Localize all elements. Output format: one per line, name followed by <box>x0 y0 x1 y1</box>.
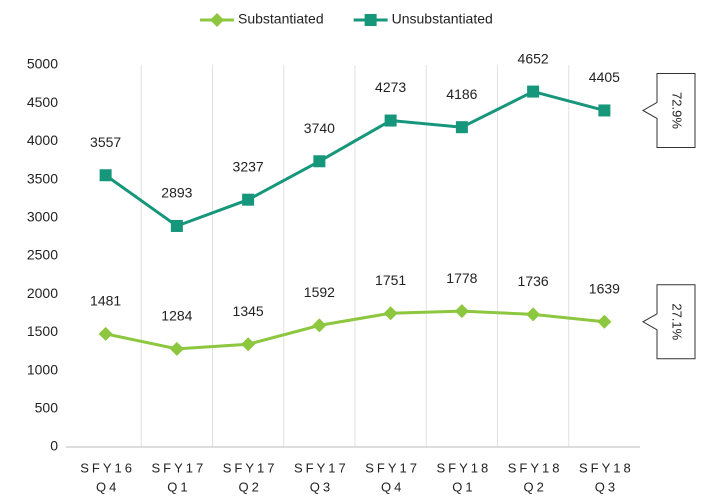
y-tick-label: 4500 <box>27 94 58 110</box>
legend-label: Substantiated <box>238 11 324 27</box>
data-label: 4405 <box>589 69 620 85</box>
y-tick-label: 2000 <box>27 285 58 301</box>
point <box>455 121 468 134</box>
x-tick-label: SFY17 <box>294 460 349 475</box>
x-tick-label: Q2 <box>238 479 261 494</box>
data-label: 4186 <box>446 86 477 102</box>
y-tick-label: 3000 <box>27 209 58 225</box>
data-label: 1751 <box>375 272 406 288</box>
point <box>384 114 397 127</box>
data-label: 1778 <box>446 270 477 286</box>
point <box>98 326 113 341</box>
point <box>170 219 183 232</box>
x-tick-label: Q2 <box>523 479 546 494</box>
x-tick-label: SFY17 <box>152 460 207 475</box>
legend-marker <box>364 14 377 26</box>
data-label: 1592 <box>304 284 335 300</box>
x-tick-label: SFY18 <box>508 460 563 475</box>
point <box>312 318 327 333</box>
series-line <box>104 89 605 228</box>
x-tick-label: SFY18 <box>579 460 634 475</box>
point <box>313 155 326 168</box>
callout-label: 72.9% <box>670 92 685 129</box>
legend-item: Unsubstantiated <box>353 11 493 27</box>
data-label: 4652 <box>518 50 549 66</box>
data-label: 3557 <box>90 134 121 150</box>
point <box>527 85 540 98</box>
data-label: 1481 <box>90 293 121 309</box>
legend-marker <box>210 13 224 27</box>
y-tick-label: 2500 <box>27 247 58 263</box>
callout-label: 27.1% <box>670 303 685 340</box>
x-tick-label: Q3 <box>595 479 618 494</box>
y-tick-label: 4000 <box>27 132 58 148</box>
series-line <box>105 309 605 351</box>
data-label: 2893 <box>161 185 192 201</box>
legend-item: Substantiated <box>200 11 324 27</box>
data-label: 1345 <box>233 303 264 319</box>
y-tick-label: 1500 <box>27 323 58 339</box>
y-tick-label: 3500 <box>27 170 58 186</box>
data-label: 1736 <box>518 273 549 289</box>
data-label: 1284 <box>161 308 192 324</box>
x-tick-label: Q4 <box>381 479 404 494</box>
data-label: 3237 <box>233 158 264 174</box>
point <box>383 306 398 321</box>
x-tick-label: SFY18 <box>437 460 492 475</box>
callout-box <box>641 284 696 360</box>
point <box>99 169 112 182</box>
point <box>598 104 611 117</box>
data-label: 4273 <box>375 79 406 95</box>
x-tick-label: SFY16 <box>80 460 135 475</box>
point <box>597 314 612 329</box>
y-tick-label: 5000 <box>27 56 58 72</box>
data-label: 3740 <box>304 120 335 136</box>
point <box>242 193 255 206</box>
x-tick-label: SFY17 <box>365 460 420 475</box>
x-tick-label: Q1 <box>452 479 475 494</box>
x-tick-label: Q3 <box>310 479 333 494</box>
callout-box <box>641 72 696 148</box>
point <box>526 307 541 322</box>
point <box>241 337 256 352</box>
point <box>169 341 184 356</box>
point <box>454 304 469 319</box>
y-tick-label: 500 <box>35 400 59 416</box>
y-tick-label: 1000 <box>27 361 58 377</box>
data-label: 1639 <box>589 280 620 296</box>
legend-label: Unsubstantiated <box>392 11 493 27</box>
x-tick-label: SFY17 <box>223 460 278 475</box>
x-tick-label: Q4 <box>96 479 119 494</box>
y-tick-label: 0 <box>50 438 58 454</box>
x-tick-label: Q1 <box>167 479 190 494</box>
